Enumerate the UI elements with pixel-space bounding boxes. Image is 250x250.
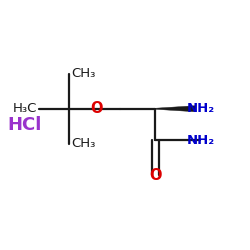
Text: CH₃: CH₃: [71, 137, 96, 150]
Text: O: O: [149, 168, 161, 182]
Text: O: O: [90, 101, 102, 116]
Polygon shape: [155, 106, 195, 112]
Text: NH₂: NH₂: [187, 134, 215, 146]
Text: H₃C: H₃C: [13, 102, 38, 115]
Text: HCl: HCl: [8, 116, 42, 134]
Text: CH₃: CH₃: [71, 67, 96, 80]
Text: NH₂: NH₂: [187, 102, 215, 115]
